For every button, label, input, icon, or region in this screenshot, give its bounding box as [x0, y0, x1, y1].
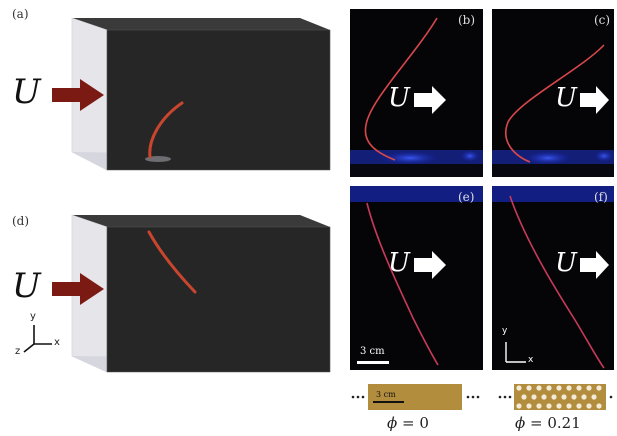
panel-label-f: (f): [594, 190, 608, 204]
flow-arrow-d: [52, 273, 104, 305]
panel-label-d: (d): [12, 214, 30, 228]
panel-label-b: (b): [458, 13, 476, 27]
strip-perforated: [498, 384, 613, 410]
flow-symbol-b: U: [388, 83, 410, 113]
axis-label-x: x: [54, 337, 60, 348]
flow-arrow-a: [52, 79, 104, 111]
photo-axis-y: y: [502, 326, 508, 336]
photo-b: [350, 9, 483, 177]
coordinate-axes-icon: [23, 325, 52, 353]
flow-symbol-e: U: [388, 248, 410, 278]
flow-symbol-c: U: [555, 83, 577, 113]
strip-solid: [351, 384, 480, 410]
tank-schematics: [23, 17, 331, 373]
porosity-solid: ϕ = 0: [387, 414, 429, 432]
photo-scale-label: 3 cm: [360, 346, 385, 357]
panel-label-a: (a): [12, 7, 29, 21]
strip-scale-label: 3 cm: [376, 390, 396, 399]
photo-f: [492, 186, 614, 370]
photo-e: [350, 186, 483, 370]
flow-symbol-d: U: [12, 266, 41, 306]
porosity-perforated: ϕ = 0.21: [515, 414, 581, 432]
panel-label-c: (c): [594, 13, 611, 27]
tank-a: [71, 17, 331, 171]
flow-symbol-a: U: [12, 72, 41, 112]
photo-c: [492, 9, 614, 177]
photo-axis-x: x: [528, 355, 534, 365]
axis-label-z: z: [15, 346, 21, 357]
axis-label-y: y: [30, 311, 36, 322]
tank-d: [71, 214, 331, 373]
flow-symbol-f: U: [555, 248, 577, 278]
panel-label-e: (e): [458, 190, 475, 204]
